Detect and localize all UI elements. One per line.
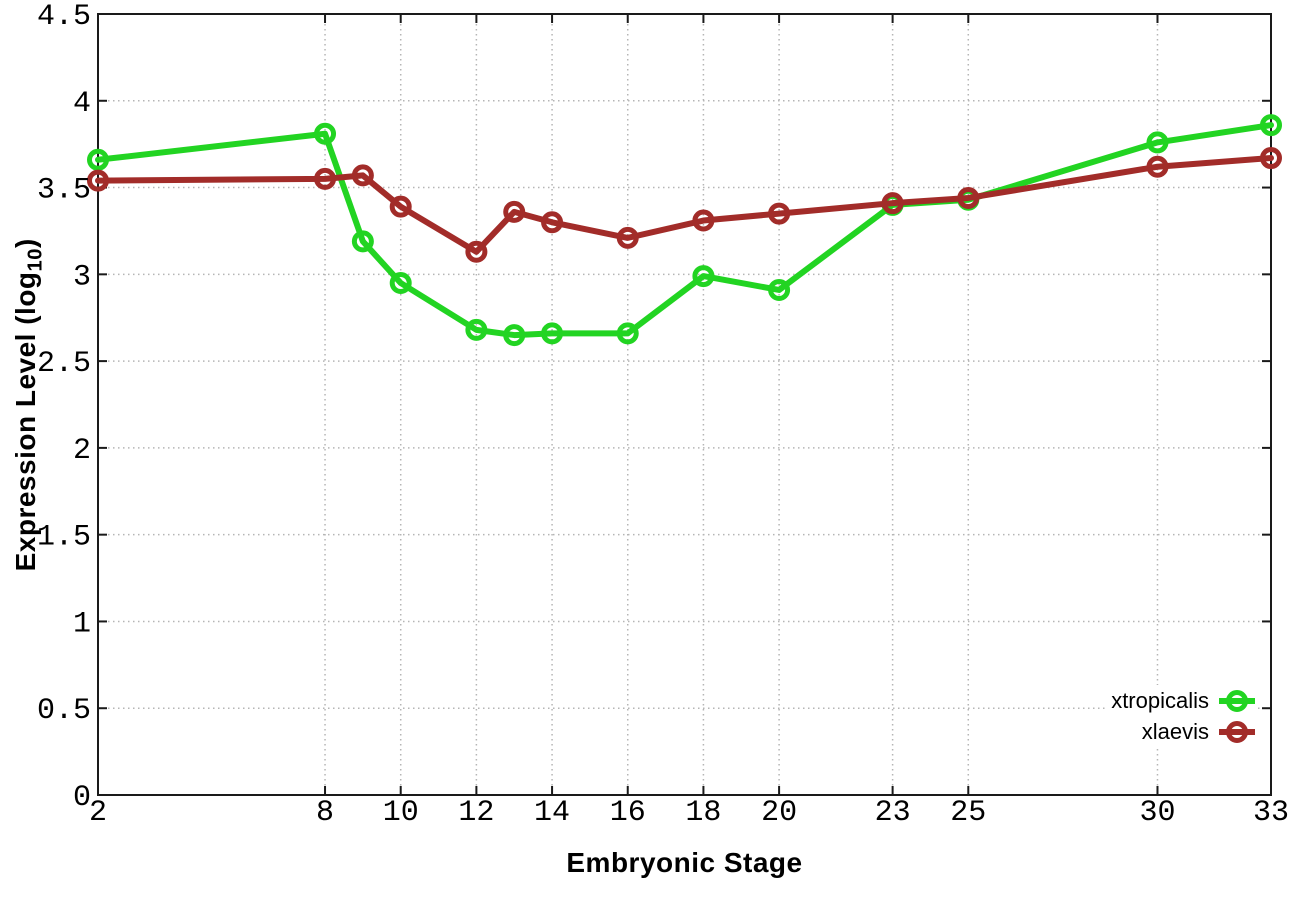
data-point-xlaevis	[1146, 155, 1169, 178]
data-point-xlaevis	[503, 200, 526, 223]
data-point-xtropicalis	[768, 278, 791, 301]
x-tick-label: 12	[458, 796, 494, 830]
data-point-xtropicalis	[1260, 114, 1282, 137]
data-point-xlaevis	[314, 167, 337, 190]
plot-border	[97, 13, 1272, 796]
data-point-xtropicalis	[465, 318, 488, 341]
legend-sample-point	[1226, 689, 1248, 712]
y-tick-label: 2.5	[37, 347, 91, 381]
legend-label-xlaevis: xlaevis	[1141, 719, 1209, 744]
legend-marker-xtropicalis	[1219, 689, 1255, 712]
legend-entry-xtropicalis: xtropicalis	[1111, 685, 1256, 716]
y-tick-label: 2	[73, 434, 91, 468]
legend-label-xtropicalis: xtropicalis	[1111, 688, 1209, 713]
data-point-xtropicalis	[314, 122, 337, 145]
data-point-xlaevis	[389, 195, 412, 218]
x-tick-label: 18	[685, 796, 721, 830]
data-point-xtropicalis	[503, 324, 526, 347]
x-tick-label: 10	[383, 796, 419, 830]
y-tick-label: 0	[73, 781, 91, 815]
x-tick-label: 14	[534, 796, 570, 830]
data-point-xlaevis	[541, 211, 564, 234]
data-point-xtropicalis	[351, 230, 374, 253]
data-point-xlaevis	[1260, 147, 1282, 170]
data-point-xtropicalis	[1146, 131, 1169, 154]
x-tick-label: 16	[610, 796, 646, 830]
data-point-xtropicalis	[541, 322, 564, 345]
y-tick-label: 3	[73, 260, 91, 294]
y-tick-label: 4.5	[37, 0, 91, 34]
x-axis-title: Embryonic Stage	[566, 847, 803, 878]
series-line-xtropicalis	[95, 122, 1274, 339]
series-line-xlaevis	[95, 155, 1274, 255]
data-point-xlaevis	[881, 192, 904, 215]
data-point-xlaevis	[692, 209, 715, 232]
data-point-xlaevis	[351, 164, 374, 187]
x-tick-label: 30	[1139, 796, 1175, 830]
x-tick-label: 2	[89, 796, 107, 830]
x-tick-label: 8	[316, 796, 334, 830]
legend-sample-point	[1226, 720, 1248, 743]
data-point-xlaevis	[465, 240, 488, 263]
x-tick-label: 25	[950, 796, 986, 830]
data-point-xlaevis	[957, 186, 980, 209]
legend-marker-xlaevis	[1219, 720, 1255, 743]
x-tick-label: 33	[1253, 796, 1289, 830]
data-point-xtropicalis	[692, 265, 715, 288]
legend-entry-xlaevis: xlaevis	[1142, 716, 1256, 747]
data-point-xlaevis	[616, 226, 639, 249]
data-point-xtropicalis	[616, 322, 639, 345]
legend: xtropicalis xlaevis	[1105, 685, 1256, 747]
data-point-xtropicalis	[87, 148, 109, 171]
data-point-xlaevis	[87, 169, 109, 192]
y-tick-label: 4	[73, 87, 91, 121]
y-tick-label: 1	[73, 607, 91, 641]
y-tick-label: 1.5	[37, 521, 91, 555]
y-tick-label: 0.5	[37, 694, 91, 728]
x-tick-label: 23	[875, 796, 911, 830]
data-point-xtropicalis	[389, 272, 412, 295]
x-tick-label: 20	[761, 796, 797, 830]
data-point-xlaevis	[768, 202, 791, 225]
y-tick-label: 3.5	[37, 174, 91, 208]
